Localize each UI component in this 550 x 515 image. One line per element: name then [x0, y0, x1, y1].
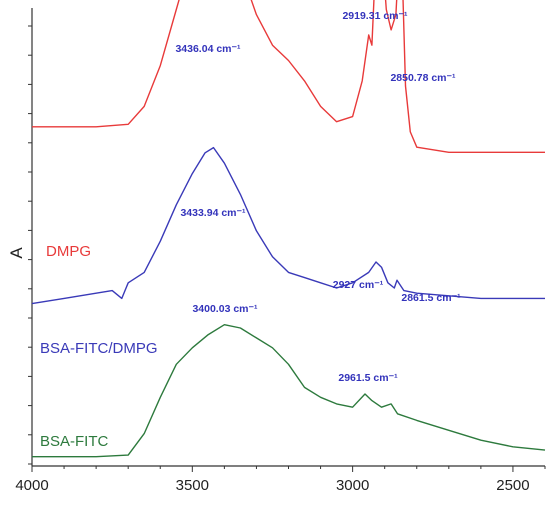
series-line-bsa-fitc-dmpg [31, 146, 545, 305]
x-tick-label: 3000 [336, 477, 369, 494]
x-tick-label: 4000 [15, 477, 48, 494]
series-line-dmpg [32, 0, 545, 153]
x-tick-label: 3500 [176, 477, 209, 494]
x-tick-label: 2500 [496, 477, 529, 494]
series-label: BSA-FITC/DMPG [40, 340, 158, 357]
peak-annotation: 3400.03 cm⁻¹ [192, 303, 258, 315]
peak-annotation: 2919.31 cm⁻¹ [342, 10, 408, 22]
peak-annotation: 3433.94 cm⁻¹ [180, 207, 246, 219]
series-label: DMPG [46, 243, 91, 260]
y-axis-label: A [7, 247, 26, 259]
labels: DMPG BSA-FITC/DMPG BSA-FITC 3436.04 cm⁻¹ 291… [40, 10, 461, 450]
peak-annotation: 2850.78 cm⁻¹ [390, 72, 456, 84]
spectra [31, 0, 546, 458]
peak-annotation: 2961.5 cm⁻¹ [338, 372, 398, 384]
peak-annotation: 2927 cm⁻¹ [333, 279, 384, 291]
series-label: BSA-FITC [40, 433, 109, 450]
axes: 4000 3500 3000 2500 A [7, 8, 546, 494]
peak-annotation: 2861.5 cm⁻¹ [401, 292, 461, 304]
series-line-bsa-fitc [32, 324, 546, 458]
peak-annotation: 3436.04 cm⁻¹ [175, 43, 241, 55]
